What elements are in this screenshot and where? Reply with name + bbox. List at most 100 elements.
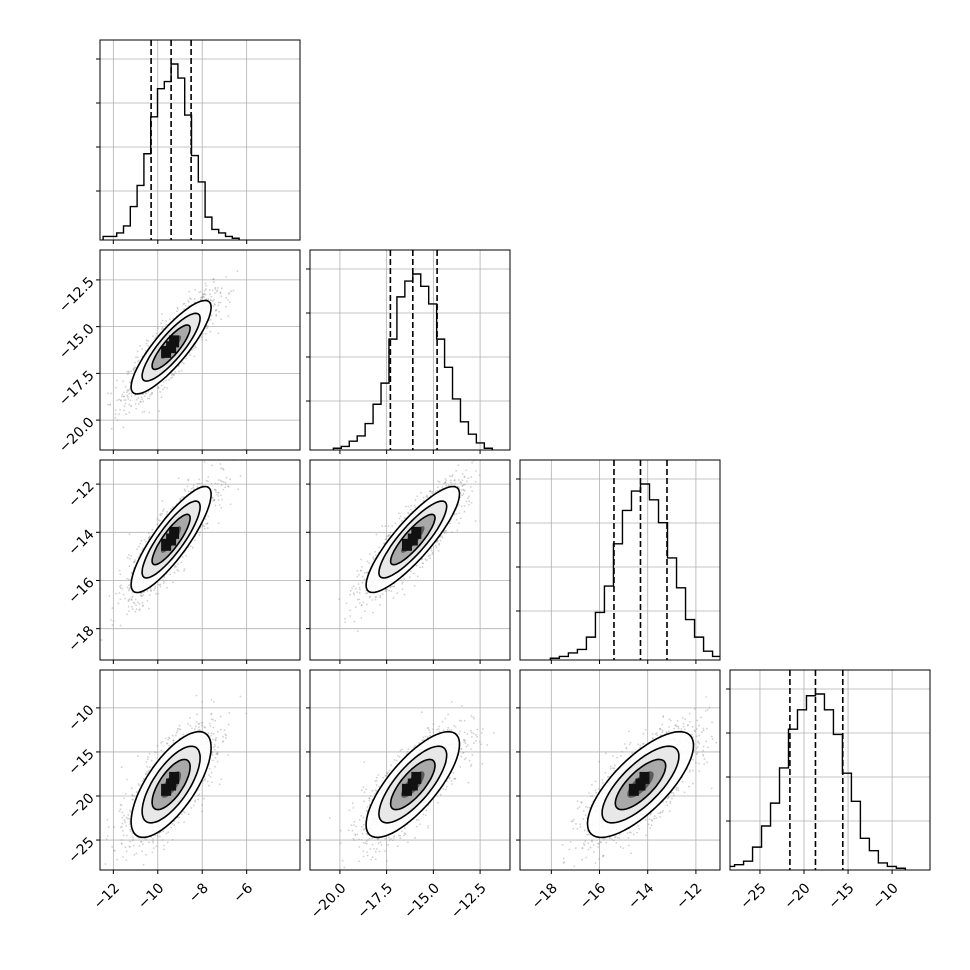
scatter-point bbox=[155, 593, 157, 595]
y-tick-label: −20.0 bbox=[56, 414, 98, 456]
scatter-point bbox=[398, 517, 401, 520]
scatter-point bbox=[172, 373, 175, 376]
density-core bbox=[166, 533, 177, 546]
scatter-point bbox=[128, 533, 131, 536]
scatter-point bbox=[364, 610, 366, 613]
scatter-point bbox=[220, 494, 222, 497]
scatter-point bbox=[137, 403, 140, 405]
scatter-point bbox=[421, 562, 424, 565]
scatter-point bbox=[217, 499, 220, 501]
scatter-point bbox=[220, 467, 223, 470]
scatter-point bbox=[471, 490, 474, 493]
scatter-point bbox=[194, 345, 197, 348]
scatter-point bbox=[362, 601, 365, 604]
scatter-point bbox=[161, 313, 163, 315]
scatter-point bbox=[128, 557, 131, 560]
scatter-point bbox=[213, 498, 216, 501]
scatter-point bbox=[115, 379, 118, 382]
scatter-point bbox=[369, 553, 371, 556]
scatter-point bbox=[128, 610, 130, 612]
histogram-panel-2 bbox=[520, 460, 720, 660]
scatter-point bbox=[141, 411, 144, 414]
scatter-point bbox=[160, 396, 163, 399]
scatter-point bbox=[215, 489, 217, 491]
scatter-point bbox=[379, 603, 381, 606]
scatter-point bbox=[383, 542, 385, 545]
scatter-point bbox=[203, 461, 206, 463]
scatter-point bbox=[212, 499, 215, 502]
scatter-point bbox=[441, 536, 444, 539]
scatter-point bbox=[131, 595, 134, 598]
scatter-point bbox=[193, 355, 196, 358]
scatter-point bbox=[360, 604, 363, 607]
scatter-point bbox=[201, 339, 204, 341]
scatter-point bbox=[207, 476, 210, 478]
scatter-point bbox=[151, 392, 153, 395]
scatter-point bbox=[239, 475, 242, 477]
y-tick-label: −17.5 bbox=[56, 368, 98, 410]
scatter-point bbox=[191, 546, 194, 549]
scatter-point bbox=[475, 469, 477, 472]
scatter-point bbox=[451, 475, 453, 478]
scatter-point bbox=[232, 289, 235, 292]
scatter-point bbox=[436, 540, 439, 543]
scatter-point bbox=[210, 295, 213, 298]
scatter-point bbox=[387, 534, 390, 537]
scatter-point bbox=[450, 531, 453, 534]
scatter-point bbox=[431, 492, 433, 495]
scatter-point bbox=[463, 475, 466, 478]
scatter-point bbox=[391, 525, 394, 527]
scatter-point bbox=[126, 389, 129, 391]
scatter-point bbox=[162, 388, 164, 391]
scatter-point bbox=[458, 504, 460, 506]
scatter-point bbox=[217, 522, 220, 525]
scatter-point bbox=[385, 535, 388, 538]
scatter-point bbox=[184, 304, 187, 307]
scatter-point bbox=[220, 480, 223, 483]
scatter-point bbox=[131, 608, 134, 611]
scatter-point bbox=[181, 556, 184, 559]
scatter-point bbox=[338, 598, 340, 601]
scatter-point bbox=[228, 301, 231, 304]
scatter-point bbox=[408, 576, 411, 579]
scatter-point bbox=[225, 297, 228, 299]
scatter-point bbox=[393, 585, 396, 588]
scatter-point bbox=[130, 405, 132, 407]
scatter-point bbox=[150, 590, 153, 592]
scatter-point bbox=[404, 505, 407, 508]
scatter-point bbox=[366, 603, 368, 606]
scatter-point bbox=[471, 461, 474, 464]
scatter-point bbox=[213, 302, 216, 305]
scatter-point bbox=[135, 356, 137, 359]
scatter-point bbox=[366, 560, 369, 563]
scatter-point bbox=[455, 518, 458, 521]
scatter-point bbox=[468, 503, 470, 506]
scatter-point bbox=[126, 370, 129, 373]
scatter-point bbox=[171, 376, 174, 379]
scatter-point bbox=[437, 480, 440, 483]
scatter-point bbox=[438, 543, 441, 546]
scatter-point bbox=[443, 531, 445, 534]
scatter-point bbox=[220, 295, 223, 298]
scatter-point bbox=[136, 548, 139, 551]
scatter-point bbox=[218, 504, 221, 506]
scatter-point bbox=[135, 407, 138, 410]
scatter-point bbox=[199, 531, 202, 534]
scatter-point bbox=[189, 545, 192, 548]
scatter-point bbox=[190, 349, 193, 351]
scatter-point bbox=[157, 519, 160, 522]
scatter-point bbox=[144, 349, 147, 352]
scatter-point bbox=[128, 598, 131, 600]
scatter-point bbox=[137, 397, 140, 399]
scatter-point bbox=[181, 496, 183, 499]
scatter-point bbox=[123, 405, 126, 408]
scatter-point bbox=[386, 588, 389, 591]
scatter-point bbox=[221, 467, 224, 470]
scatter-point bbox=[187, 490, 190, 493]
scatter-point bbox=[216, 493, 218, 496]
scatter-point bbox=[201, 295, 204, 298]
scatter-point bbox=[148, 536, 151, 539]
scatter-point bbox=[435, 541, 438, 543]
scatter-point bbox=[458, 522, 460, 525]
scatter-point bbox=[425, 559, 428, 562]
